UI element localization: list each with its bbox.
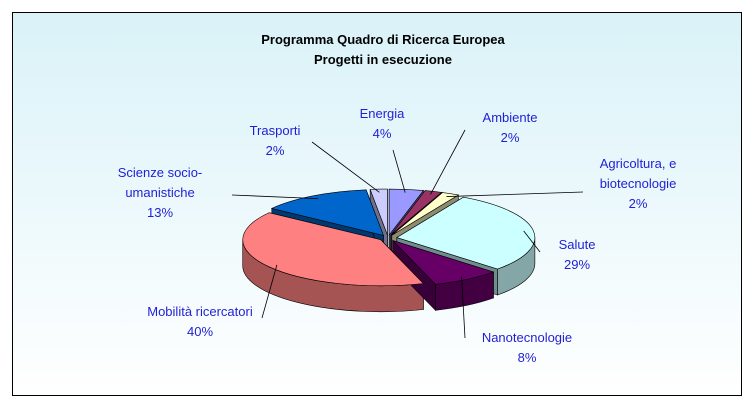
category-label: Trasporti [250, 123, 301, 138]
category-label: Scienze socio-umanistiche [118, 165, 203, 200]
label-line: Mobilità ricercatori [147, 304, 253, 319]
leader-line [261, 264, 278, 319]
label-line: Energia [360, 106, 406, 121]
value-label: 2% [629, 196, 648, 211]
value-label: 2% [501, 130, 520, 145]
slice [369, 188, 388, 236]
slice [390, 190, 443, 236]
slice [392, 240, 495, 285]
label-line: Agricoltura, e [600, 156, 677, 171]
category-label: Mobilità ricercatori [147, 304, 253, 319]
leader-line [311, 141, 380, 193]
category-label: Salute [559, 237, 596, 252]
label-line: umanistiche [125, 185, 194, 200]
leader-line [446, 191, 584, 197]
leader-line [523, 230, 541, 253]
chart-subtitle: Progetti in esecuzione [314, 52, 452, 67]
value-label: 4% [373, 126, 392, 141]
slice [270, 189, 384, 236]
category-label: Agricoltura, e biotecnologie [600, 156, 677, 191]
category-label: Energia [360, 106, 406, 121]
slice [388, 188, 425, 236]
leader-line [231, 194, 319, 199]
slice [396, 196, 536, 270]
label-line: Scienze socio- [118, 165, 203, 180]
value-label: 13% [147, 205, 173, 220]
value-label: 40% [187, 324, 213, 339]
leader-line [430, 129, 466, 195]
label-line: Salute [559, 237, 596, 252]
label-line: Nanotecnologie [482, 330, 572, 345]
value-label: 2% [266, 143, 285, 158]
chart-title: Programma Quadro di Ricerca Europea [261, 32, 505, 47]
label-line: biotecnologie [600, 176, 677, 191]
leader-line [392, 149, 406, 193]
category-label: Nanotecnologie [482, 330, 572, 345]
label-line: Trasporti [250, 123, 301, 138]
value-label: 29% [564, 257, 590, 272]
label-line: Ambiente [483, 110, 538, 125]
slice [391, 192, 460, 236]
value-label: 8% [518, 350, 537, 365]
category-label: Ambiente [483, 110, 538, 125]
leader-line [461, 276, 466, 339]
slice [242, 212, 425, 287]
